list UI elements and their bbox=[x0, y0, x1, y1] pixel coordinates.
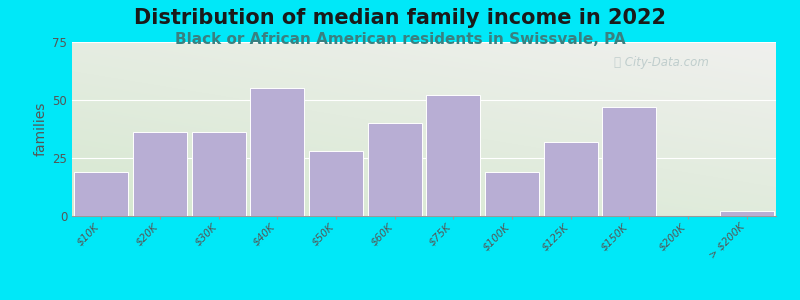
Bar bbox=[368, 123, 422, 216]
Bar bbox=[544, 142, 598, 216]
Bar bbox=[720, 212, 774, 216]
Text: Black or African American residents in Swissvale, PA: Black or African American residents in S… bbox=[174, 32, 626, 46]
Bar bbox=[485, 172, 539, 216]
Bar bbox=[426, 95, 480, 216]
Text: Distribution of median family income in 2022: Distribution of median family income in … bbox=[134, 8, 666, 28]
Bar bbox=[133, 133, 187, 216]
Bar bbox=[309, 151, 363, 216]
Bar bbox=[74, 172, 128, 216]
Y-axis label: families: families bbox=[34, 102, 48, 156]
Bar bbox=[250, 88, 304, 216]
Bar bbox=[192, 133, 246, 216]
Text: ⓘ City-Data.com: ⓘ City-Data.com bbox=[614, 56, 709, 69]
Bar bbox=[602, 107, 656, 216]
